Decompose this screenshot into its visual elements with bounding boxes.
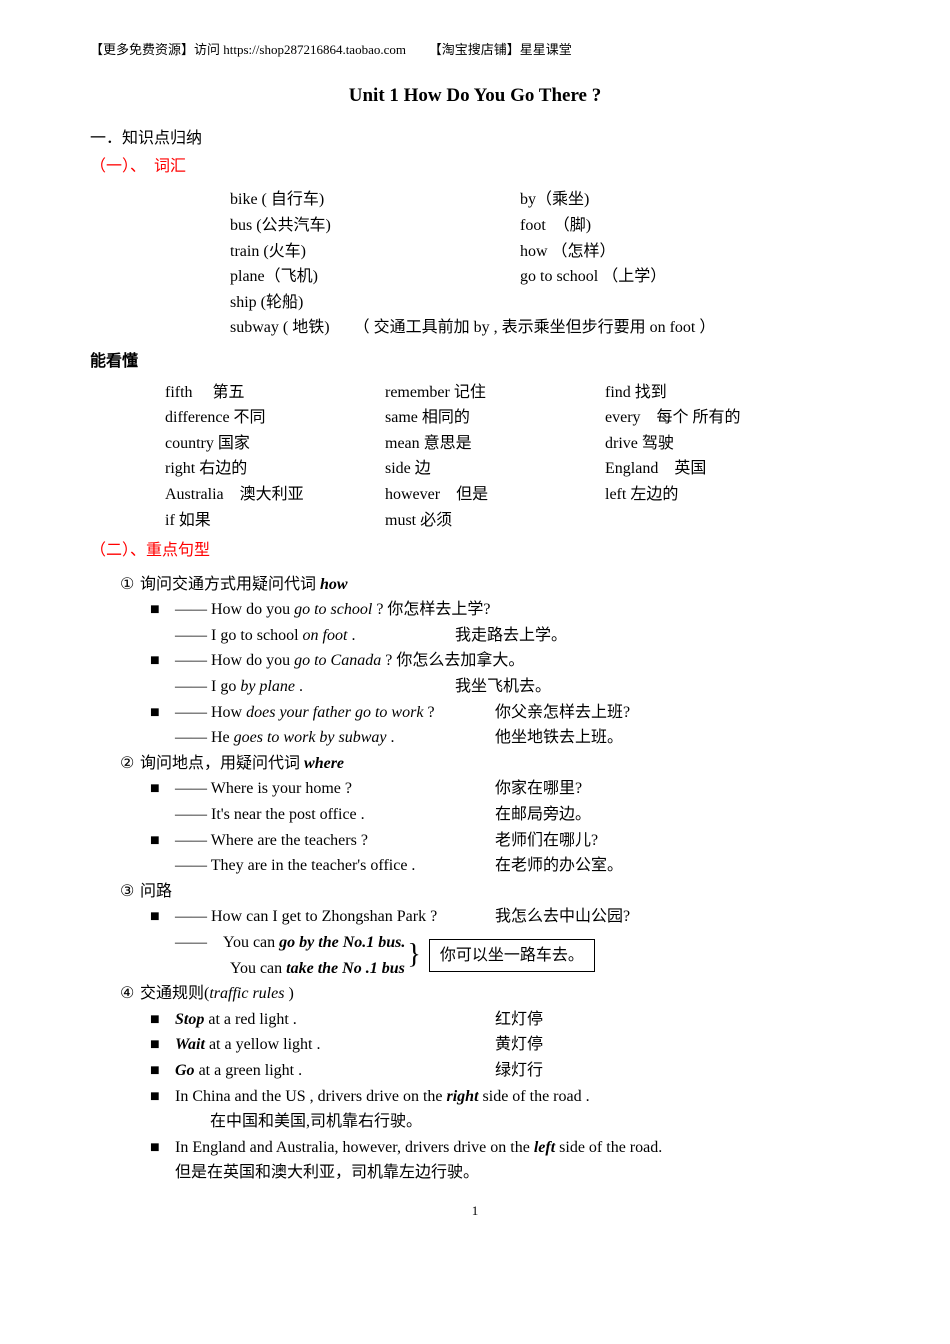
circled-num: ④ [120, 981, 140, 1007]
vocab-cell: by（乘坐) [520, 187, 860, 213]
list-item-2: ② 询问地点，用疑问代词 where [120, 751, 860, 777]
item-text: 问路 [140, 879, 860, 905]
extra-text: In China and the US , drivers drive on t… [175, 1084, 590, 1110]
brace-icon: } [407, 933, 420, 978]
bullet-icon: ■ [150, 1135, 175, 1161]
header-url: https://shop287216864.taobao.com [223, 42, 406, 57]
vocab-cell: foot （脚) [520, 213, 860, 239]
list-item-1: ① 询问交通方式用疑问代词 how [120, 572, 860, 598]
header-right: 【淘宝搜店铺】星星课堂 [435, 42, 572, 57]
vocab-table-2: fifth 第五remember 记住find 找到 difference 不同… [90, 380, 860, 534]
vocab-cell [605, 508, 825, 534]
circled-num: ③ [120, 879, 140, 905]
bullet-icon: ■ [150, 700, 175, 726]
vocab-cell: how （怎样） [520, 239, 860, 265]
bullet-icon: ■ [150, 828, 175, 854]
rule-item: ■ Wait at a yellow light . 黄灯停 [150, 1032, 860, 1058]
vocab-cell: bike ( 自行车) [230, 187, 520, 213]
example-answer: —— I go to school on foot . 我走路去上学。 [175, 623, 860, 649]
vocab-cell: England 英国 [605, 456, 825, 482]
vocab-cell: same 相同的 [385, 405, 605, 431]
vocab-cell: however 但是 [385, 482, 605, 508]
vocab-cell: difference 不同 [165, 405, 385, 431]
vocab-cell: left 左边的 [605, 482, 825, 508]
vocab-cell: mean 意思是 [385, 431, 605, 457]
vocab-cell: drive 驾驶 [605, 431, 825, 457]
example-answer: —— I go by plane . 我坐飞机去。 [175, 674, 860, 700]
extra-item: ■ In China and the US , drivers drive on… [150, 1084, 860, 1110]
item-text: 询问地点，用疑问代词 where [140, 751, 860, 777]
item-text: 询问交通方式用疑问代词 how [140, 572, 860, 598]
vocab-cell: plane（飞机) [230, 264, 520, 290]
vocab-cell: if 如果 [165, 508, 385, 534]
vocab-cell: Australia 澳大利亚 [165, 482, 385, 508]
bullet-icon: ■ [150, 597, 175, 623]
extra-item: ■ In England and Australia, however, dri… [150, 1135, 860, 1161]
brace-box: —— You can go by the No.1 bus. You can t… [175, 930, 860, 981]
vocab-cell: ship (轮船) [230, 290, 520, 316]
vocab-cell: every 每个 所有的 [605, 405, 825, 431]
extra-cn: 但是在英国和澳大利亚，司机靠左边行驶。 [175, 1160, 860, 1186]
page-number: 1 [90, 1201, 860, 1222]
bullet-icon: ■ [150, 904, 175, 930]
vocab-table-1: bike ( 自行车)by（乘坐) bus (公共汽车)foot （脚) tra… [90, 187, 860, 341]
vocab-cell: train (火车) [230, 239, 520, 265]
vocab-cell: must 必须 [385, 508, 605, 534]
bullet-icon: ■ [150, 1084, 175, 1110]
vocab-cell: fifth 第五 [165, 380, 385, 406]
circled-num: ② [120, 751, 140, 777]
example: ■ —— Where is your home ? 你家在哪里? [150, 776, 860, 802]
q-text: —— How do you go to Canada ? 你怎么去加拿大。 [175, 648, 524, 674]
vocab-cell: side 边 [385, 456, 605, 482]
vocab-cell: bus (公共汽车) [230, 213, 520, 239]
example: ■ —— How does your father go to work ? 你… [150, 700, 860, 726]
example: ■ —— How can I get to Zhongshan Park ? 我… [150, 904, 860, 930]
list-item-3: ③ 问路 [120, 879, 860, 905]
example: ■ —— How do you go to Canada ? 你怎么去加拿大。 [150, 648, 860, 674]
example: ■ —— How do you go to school ? 你怎样去上学? [150, 597, 860, 623]
rule-item: ■ Go at a green light . 绿灯行 [150, 1058, 860, 1084]
header-left: 【更多免费资源】访问 [90, 42, 220, 57]
bullet-icon: ■ [150, 776, 175, 802]
list-item-4: ④ 交通规则(traffic rules ) [120, 981, 860, 1007]
bullet-icon: ■ [150, 648, 175, 674]
vocab-cell: country 国家 [165, 431, 385, 457]
example-answer: —— He goes to work by subway . 他坐地铁去上班。 [175, 725, 860, 751]
bullet-icon: ■ [150, 1007, 175, 1033]
example-answer: —— It's near the post office . 在邮局旁边。 [175, 802, 860, 828]
extra-text: In England and Australia, however, drive… [175, 1135, 662, 1161]
sub-heading-1: （一）、 词汇 [90, 154, 860, 180]
item-text: 交通规则(traffic rules ) [140, 981, 860, 1007]
vocab-cell [520, 290, 860, 316]
circled-num: ① [120, 572, 140, 598]
vocab-note: subway ( 地铁) （ 交通工具前加 by , 表示乘坐但步行要用 on … [90, 315, 860, 341]
rule-item: ■ Stop at a red light . 红灯停 [150, 1007, 860, 1033]
bold-heading: 能看懂 [90, 349, 860, 375]
vocab-cell: go to school （上学） [520, 264, 860, 290]
sub-heading-2: （二）、重点句型 [90, 538, 860, 564]
bullet-icon: ■ [150, 1058, 175, 1084]
q-text: —— How do you go to school ? 你怎样去上学? [175, 597, 491, 623]
extra-cn: 在中国和美国,司机靠右行驶。 [210, 1109, 860, 1135]
note-cn: （ 交通工具前加 by , 表示乘坐但步行要用 on foot ） [362, 319, 716, 336]
page-title: Unit 1 How Do You Go There ? [90, 81, 860, 111]
vocab-cell: right 右边的 [165, 456, 385, 482]
vocab-cell: remember 记住 [385, 380, 605, 406]
example-answer: —— They are in the teacher's office . 在老… [175, 853, 860, 879]
section-heading: 一．知识点归纳 [90, 126, 860, 152]
vocab-cell: find 找到 [605, 380, 825, 406]
note-en: subway ( 地铁) [230, 319, 330, 336]
example: ■ —— Where are the teachers ? 老师们在哪儿? [150, 828, 860, 854]
header-link: 【更多免费资源】访问 https://shop287216864.taobao.… [90, 40, 860, 61]
bullet-icon: ■ [150, 1032, 175, 1058]
answer-box: 你可以坐一路车去。 [429, 939, 595, 973]
